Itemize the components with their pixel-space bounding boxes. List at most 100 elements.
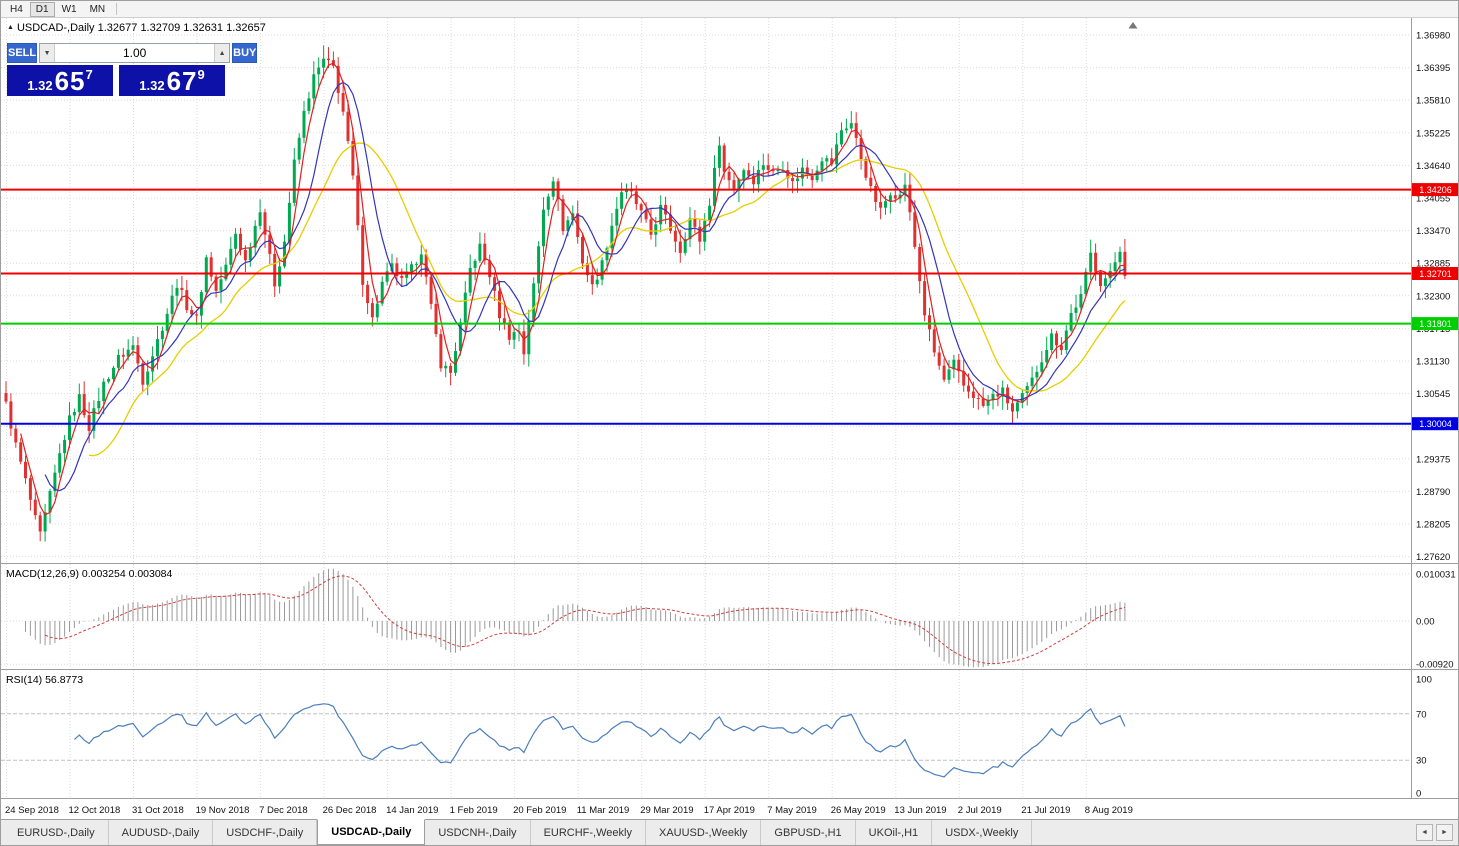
timeframe-h4[interactable]: H4 <box>10 3 23 15</box>
date-label: 20 Feb 2019 <box>513 805 566 816</box>
date-label: 26 May 2019 <box>831 805 886 816</box>
ma-fast-line <box>20 62 1125 516</box>
ma-mid-line <box>44 81 1126 492</box>
tab-eurchf-weekly[interactable]: EURCHF-,Weekly <box>531 820 646 845</box>
volume-decrease-button[interactable]: ▼ <box>40 44 56 62</box>
buy-price-prefix: 1.32 <box>139 77 165 93</box>
macd-tick-label: 0.010031 <box>1416 569 1456 580</box>
date-label: 29 Mar 2019 <box>640 805 693 816</box>
toolbar-separator <box>116 3 118 15</box>
macd-label: MACD(12,26,9) 0.003254 0.003084 <box>6 568 173 580</box>
price-tick-label: 1.33470 <box>1416 226 1450 237</box>
macd-tick-label: -0.00920 <box>1416 660 1454 671</box>
moving-averages <box>20 62 1126 516</box>
price-tick-label: 1.36395 <box>1416 63 1450 74</box>
price-tick-label: 1.35810 <box>1416 96 1450 107</box>
price-tick-label: 1.32885 <box>1416 259 1450 270</box>
macd-signal-line <box>44 575 1126 665</box>
rsi-tick-label: 70 <box>1416 709 1427 720</box>
tab-gbpusd-h1[interactable]: GBPUSD-,H1 <box>761 820 856 845</box>
price-tick-label: 1.34640 <box>1416 161 1450 172</box>
tab-eurusd-daily[interactable]: EURUSD-,Daily <box>4 820 109 845</box>
volume-increase-button[interactable]: ▲ <box>214 44 230 62</box>
price-tick-label: 1.30545 <box>1416 389 1450 400</box>
date-label: 8 Aug 2019 <box>1085 805 1133 816</box>
buy-price-sup: 9 <box>197 67 205 82</box>
sell-button[interactable]: SELL <box>7 43 38 63</box>
volume-control: ▼ ▲ <box>39 43 231 63</box>
hline-price-tag <box>1411 267 1458 280</box>
tab-scroll-controls: ◄ ► <box>1416 820 1458 845</box>
hline-price-tag-label: 1.32701 <box>1419 269 1452 279</box>
hline-price-tag <box>1411 417 1458 431</box>
sell-price-display[interactable]: 1.32 65 7 <box>7 65 113 96</box>
date-label: 26 Dec 2018 <box>323 805 377 816</box>
rsi-tick-label: 30 <box>1416 756 1427 767</box>
tab-scroll-right-button[interactable]: ► <box>1436 824 1453 841</box>
price-tick-label: 1.27620 <box>1416 552 1450 563</box>
price-tick-label: 1.32300 <box>1416 291 1450 302</box>
sell-price-prefix: 1.32 <box>27 77 53 93</box>
price-tick-label: 1.36980 <box>1416 31 1450 42</box>
date-label: 7 May 2019 <box>767 805 817 816</box>
price-tick-label: 1.31130 <box>1416 357 1450 368</box>
timeframe-buttons: H4 D1 W1 MN <box>4 1 111 17</box>
top-toolbar: H4 D1 W1 MN <box>1 1 1458 18</box>
date-label: 17 Apr 2019 <box>704 805 755 816</box>
rsi-label: RSI(14) 56.8773 <box>6 674 83 686</box>
price-tick-label: 1.34055 <box>1416 194 1450 205</box>
hline-price-tag-label: 1.31801 <box>1419 319 1452 329</box>
date-label: 24 Sep 2018 <box>5 805 59 816</box>
buy-price-big: 67 <box>166 65 198 96</box>
date-label: 31 Oct 2018 <box>132 805 184 816</box>
date-label: 11 Mar 2019 <box>577 805 630 816</box>
timeframe-mn[interactable]: MN <box>89 3 106 15</box>
tab-audusd-daily[interactable]: AUDUSD-,Daily <box>109 820 214 845</box>
date-label: 7 Dec 2018 <box>259 805 308 816</box>
tab-usdcad-daily[interactable]: USDCAD-,Daily <box>317 819 426 845</box>
chart-shift-marker[interactable] <box>1128 22 1138 29</box>
buy-button[interactable]: BUY <box>232 43 258 63</box>
sell-price-sup: 7 <box>85 67 93 82</box>
ma-slow-line <box>89 142 1126 457</box>
tab-scroll-left-button[interactable]: ◄ <box>1416 824 1433 841</box>
hline-price-tag-label: 1.34206 <box>1419 185 1452 195</box>
price-tick-label: 1.29375 <box>1416 454 1450 465</box>
timeframe-d1[interactable]: D1 <box>29 1 55 17</box>
tab-ukoil-h1[interactable]: UKOil-,H1 <box>856 820 933 845</box>
chart-title: ▲ USDCAD-,Daily 1.32677 1.32709 1.32631 1… <box>7 22 266 34</box>
date-label: 21 Jul 2019 <box>1021 805 1070 816</box>
date-label: 2 Jul 2019 <box>958 805 1002 816</box>
tab-usdcnh-daily[interactable]: USDCNH-,Daily <box>425 820 531 845</box>
price-tick-label: 1.28205 <box>1416 520 1450 531</box>
date-label: 14 Jan 2019 <box>386 805 438 816</box>
one-click-trade-panel: SELL ▼ ▲ BUY 1.32 65 7 1.32 67 9 <box>7 43 258 96</box>
collapse-icon[interactable]: ▲ <box>7 24 14 31</box>
sell-price-big: 65 <box>54 65 86 96</box>
date-label: 12 Oct 2018 <box>69 805 121 816</box>
chart-tab-bar: EURUSD-,Daily AUDUSD-,Daily USDCHF-,Daily U… <box>1 819 1458 845</box>
tab-usdchf-daily[interactable]: USDCHF-,Daily <box>213 820 318 845</box>
date-label: 1 Feb 2019 <box>450 805 498 816</box>
tab-usdx-weekly[interactable]: USDX-,Weekly <box>932 820 1033 845</box>
hline-price-tag <box>1411 183 1458 197</box>
date-label: 13 Jun 2019 <box>894 805 946 816</box>
price-tick-label: 1.35225 <box>1416 128 1450 139</box>
price-tick-label: 1.28790 <box>1416 487 1450 498</box>
chart-ohlc-values: 1.32677 1.32709 1.32631 1.32657 <box>97 22 266 34</box>
volume-input[interactable] <box>55 44 215 62</box>
tab-xauusd-weekly[interactable]: XAUUSD-,Weekly <box>646 820 762 845</box>
macd-histogram <box>25 568 1126 668</box>
hline-price-tag-label: 1.30004 <box>1419 419 1452 429</box>
rsi-line <box>74 703 1126 778</box>
buy-price-display[interactable]: 1.32 67 9 <box>119 65 225 96</box>
timeframe-w1[interactable]: W1 <box>61 3 77 15</box>
date-label: 19 Nov 2018 <box>196 805 250 816</box>
rsi-tick-label: 0 <box>1416 789 1421 800</box>
candlestick-series <box>4 45 1127 542</box>
macd-tick-label: 0.00 <box>1416 617 1435 628</box>
hline-price-tag <box>1411 317 1458 331</box>
rsi-tick-label: 100 <box>1416 675 1432 686</box>
